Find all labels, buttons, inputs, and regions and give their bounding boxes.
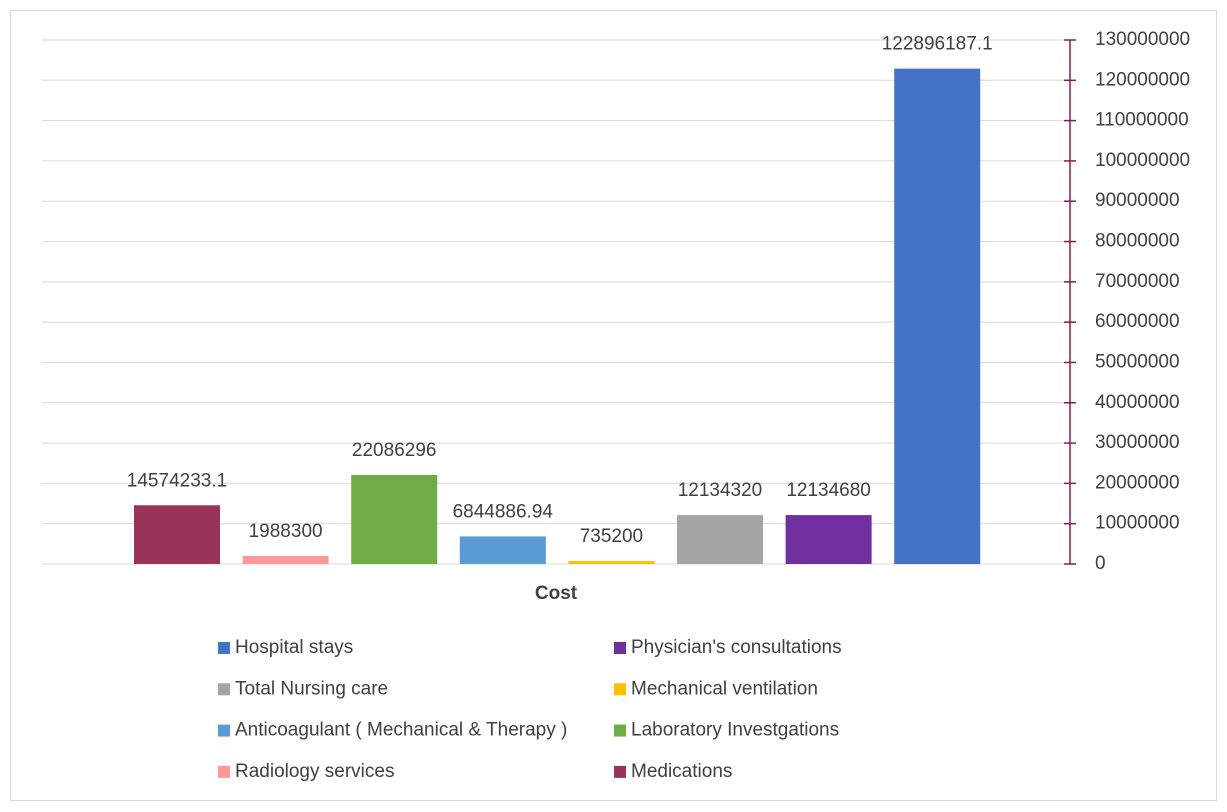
data-label: 735200 — [580, 526, 643, 547]
bar — [568, 561, 655, 564]
y-tick-label: 130000000 — [1095, 29, 1190, 50]
y-tick-label: 50000000 — [1095, 351, 1180, 372]
legend-label: Hospital stays — [235, 637, 353, 658]
legend-label: Total Nursing care — [235, 678, 388, 699]
bar — [677, 515, 763, 564]
y-tick-label: 90000000 — [1095, 190, 1180, 211]
bar — [351, 474, 438, 564]
y-tick-label: 110000000 — [1095, 110, 1189, 131]
legend-label: Medications — [631, 761, 732, 782]
bar — [894, 68, 981, 565]
legend-swatch — [614, 683, 626, 696]
legend-swatch — [614, 765, 626, 778]
legend-label: Physician's consultations — [631, 637, 842, 658]
y-tick-label: 30000000 — [1095, 432, 1180, 453]
legend-swatch — [218, 765, 230, 778]
legend-label: Radiology services — [235, 761, 394, 782]
y-tick-label: 70000000 — [1095, 271, 1180, 292]
data-label: 12134680 — [786, 480, 871, 501]
legend-swatch — [218, 724, 230, 737]
data-label: 122896187.1 — [882, 34, 993, 55]
y-tick-label: 60000000 — [1095, 311, 1180, 332]
legend-swatch — [218, 683, 230, 696]
data-label: 1988300 — [249, 521, 323, 542]
y-tick-label: 0 — [1095, 553, 1106, 574]
y-tick-label: 80000000 — [1095, 231, 1180, 252]
chart-frame — [10, 10, 1217, 801]
legend-label: Anticoagulant ( Mechanical & Therapy ) — [235, 720, 567, 741]
data-label: 14574233.1 — [127, 470, 227, 491]
legend-swatch — [218, 642, 230, 654]
legend-label: Mechanical ventilation — [631, 678, 818, 699]
y-tick-label: 40000000 — [1095, 392, 1180, 413]
data-label: 12134320 — [678, 480, 763, 501]
data-label: 22086296 — [352, 440, 437, 461]
bar — [134, 505, 220, 564]
bar — [242, 555, 329, 564]
y-tick-label: 10000000 — [1095, 513, 1180, 534]
legend-swatch — [614, 642, 626, 654]
bar — [459, 536, 546, 564]
y-tick-label: 100000000 — [1095, 150, 1190, 171]
legend-label: Laboratory Investgations — [631, 720, 839, 741]
y-tick-label: 120000000 — [1095, 69, 1190, 90]
bar — [785, 515, 872, 564]
x-tick-label: Cost — [535, 583, 578, 604]
data-label: 6844886.94 — [453, 501, 554, 522]
y-tick-label: 20000000 — [1095, 472, 1180, 493]
legend-swatch — [614, 724, 626, 737]
